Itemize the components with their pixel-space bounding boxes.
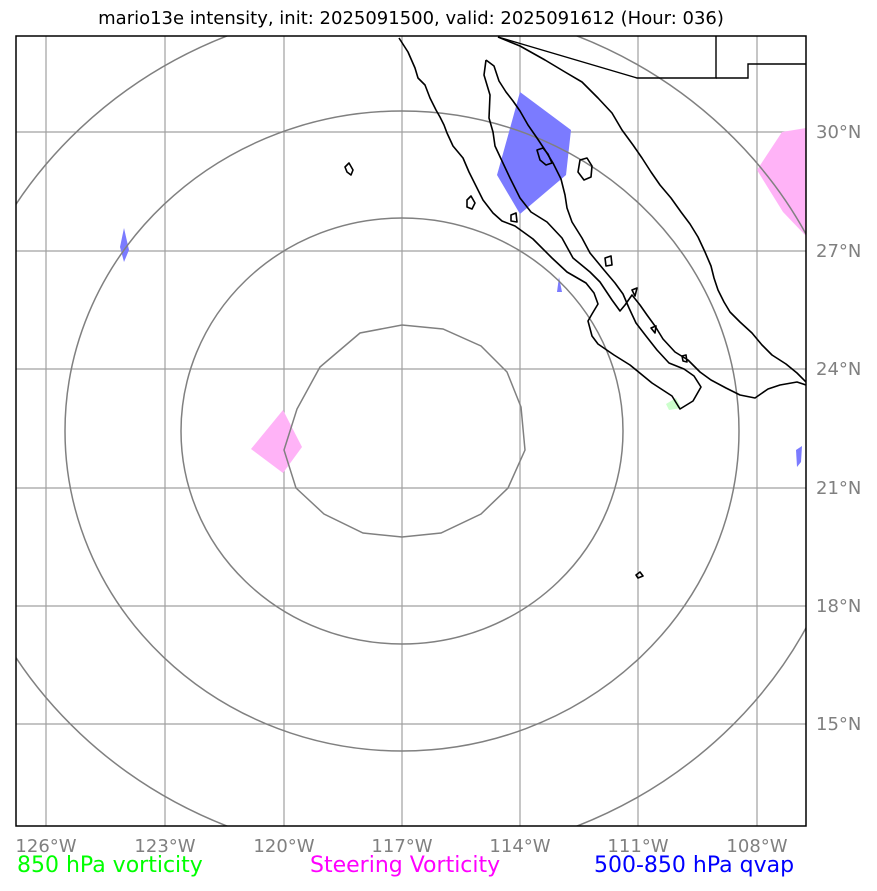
map-title: mario13e intensity, init: 2025091500, va… — [98, 8, 724, 29]
island-socorro — [635, 571, 644, 579]
baja-california-west-coast — [398, 37, 702, 410]
island-small-3 — [681, 354, 688, 363]
qvap-patch-small — [557, 277, 562, 292]
steering-vorticity-patch-center — [251, 410, 302, 473]
qvap-patch-baja-north — [497, 92, 571, 214]
lon-label-117w: 117°W — [371, 836, 432, 857]
lat-label-27n: 27°N — [816, 241, 861, 262]
range-ring-2 — [180, 217, 624, 645]
legend-qvap: 500-850 hPa qvap — [594, 853, 795, 878]
border-us-mexico — [497, 36, 806, 79]
latitude-labels: 30°N 27°N 24°N 21°N 18°N 15°N — [816, 122, 861, 735]
legend-850-hpa-vorticity: 850 hPa vorticity — [17, 853, 203, 878]
lat-label-15n: 15°N — [816, 714, 861, 735]
qvap-patch-east-edge — [796, 446, 802, 467]
lat-label-21n: 21°N — [816, 478, 861, 499]
lat-label-18n: 18°N — [816, 596, 861, 617]
coastlines — [344, 36, 806, 579]
lat-label-30n: 30°N — [816, 122, 861, 143]
lon-label-114w: 114°W — [489, 836, 550, 857]
lon-label-108w: 108°W — [726, 836, 787, 857]
state-border — [716, 63, 806, 79]
island-small-5 — [510, 212, 518, 223]
range-ring-3 — [64, 110, 740, 752]
island-cedros — [466, 195, 476, 210]
gulf-east-coast — [483, 59, 806, 399]
lon-label-126w: 126°W — [15, 836, 76, 857]
lon-label-120w: 120°W — [253, 836, 314, 857]
international-border — [497, 36, 717, 79]
island-small-2 — [650, 325, 657, 334]
legend-steering-vorticity: Steering Vorticity — [310, 853, 501, 878]
range-ring-1 — [283, 324, 526, 538]
island-tiburon — [577, 157, 593, 181]
island-guadalupe — [344, 162, 354, 176]
steering-vorticity-patch-east — [757, 128, 806, 236]
lon-label-111w: 111°W — [607, 836, 668, 857]
longitude-labels: 126°W 123°W 120°W 117°W 114°W 111°W 108°… — [15, 836, 787, 857]
range-rings — [16, 36, 806, 826]
mainland-coast — [497, 36, 806, 383]
lat-label-24n: 24°N — [816, 359, 861, 380]
island-angel — [536, 147, 553, 166]
island-small-1 — [631, 287, 638, 297]
island-small-4 — [604, 255, 613, 267]
plot-frame — [15, 35, 807, 827]
vorticity-850-patch — [666, 398, 681, 410]
lon-label-123w: 123°W — [134, 836, 195, 857]
graticule — [16, 36, 806, 826]
